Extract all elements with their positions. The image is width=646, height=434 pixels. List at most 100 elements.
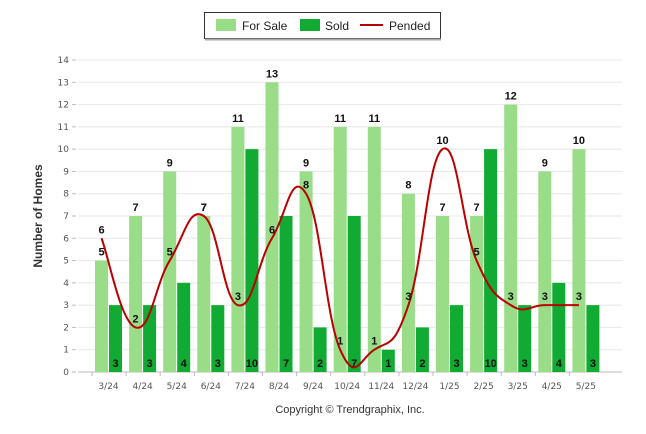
y-tick-label: 1 <box>63 346 69 356</box>
data-label-for-sale: 5 <box>98 247 104 259</box>
data-label-for-sale: 12 <box>505 91 517 103</box>
bar-for-sale <box>401 193 415 372</box>
x-tick-label: 8/24 <box>269 382 289 392</box>
data-label-pended: 6 <box>98 224 104 236</box>
legend-label-sold: Sold <box>325 19 349 33</box>
data-label-sold: 3 <box>453 358 459 370</box>
x-tick-label: 4/24 <box>132 382 152 392</box>
y-axis-title: Number of Homes <box>31 164 45 268</box>
data-label-for-sale: 9 <box>542 157 548 169</box>
copyright-text: Copyright © Trendgraphix, Inc. <box>275 404 424 416</box>
y-tick-label: 4 <box>63 279 69 289</box>
bars <box>95 82 600 373</box>
legend-box <box>204 12 441 39</box>
legend-label-pended: Pended <box>389 19 430 33</box>
data-label-for-sale: 7 <box>201 202 207 214</box>
pended-line-group <box>100 147 579 369</box>
y-tick-label: 9 <box>63 167 69 177</box>
legend-swatch-sold <box>300 19 320 31</box>
x-tick-label: 1/25 <box>439 382 459 392</box>
bar-for-sale <box>163 171 177 372</box>
data-label-sold: 7 <box>351 358 357 370</box>
x-tick-label: 4/25 <box>542 382 562 392</box>
bar-for-sale <box>231 126 245 372</box>
bar-sold <box>484 149 498 372</box>
data-label-for-sale: 7 <box>474 202 480 214</box>
x-tick-label: 9/24 <box>303 382 323 392</box>
data-label-sold: 4 <box>181 358 188 370</box>
legend-label-for-sale: For Sale <box>242 19 288 33</box>
data-label-pended: 2 <box>133 313 139 325</box>
x-tick-label: 5/24 <box>167 382 187 392</box>
x-tick-label: 5/25 <box>576 382 596 392</box>
data-label-sold: 3 <box>215 358 221 370</box>
data-label-pended: 1 <box>337 336 343 348</box>
bar-sold <box>347 216 361 372</box>
x-tick-label: 10/24 <box>334 382 360 392</box>
bar-sold <box>586 305 600 372</box>
bar-for-sale <box>572 149 586 372</box>
data-label-sold: 3 <box>590 358 596 370</box>
x-tick-label: 3/24 <box>98 382 118 392</box>
bar-for-sale <box>265 82 279 373</box>
data-label-pended: 3 <box>576 291 582 303</box>
bar-sold <box>313 327 327 372</box>
bar-sold <box>415 327 429 372</box>
y-tick-label: 10 <box>58 145 70 155</box>
y-tick-label: 7 <box>63 212 69 222</box>
bar-sold <box>518 305 532 372</box>
pended-line <box>100 147 579 369</box>
y-tick-label: 3 <box>63 301 69 311</box>
bar-sold <box>245 149 259 372</box>
bar-for-sale <box>197 216 211 372</box>
data-label-sold: 10 <box>246 358 258 370</box>
bar-for-sale <box>538 171 552 372</box>
data-labels: 5373947311101379211711182737101239410362… <box>98 68 596 370</box>
data-label-sold: 2 <box>419 358 425 370</box>
bar-for-sale <box>504 104 518 373</box>
bar-sold <box>211 305 225 372</box>
y-tick-label: 14 <box>58 56 70 66</box>
y-tick-label: 13 <box>58 78 69 88</box>
data-label-sold: 3 <box>112 358 118 370</box>
y-tick-label: 11 <box>58 123 69 133</box>
x-tick-label: 2/25 <box>473 382 493 392</box>
bar-sold <box>381 349 395 372</box>
data-label-for-sale: 9 <box>167 157 173 169</box>
bar-for-sale <box>129 216 143 372</box>
bar-for-sale <box>299 171 313 372</box>
x-tick-label: 6/24 <box>201 382 221 392</box>
data-label-sold: 4 <box>556 358 563 370</box>
y-tick-label: 12 <box>58 101 69 111</box>
x-tick-labels: 3/24 4/24 5/24 6/24 7/24 8/24 9/24 10/24 11/24 12… <box>91 372 596 392</box>
y-tick-label: 5 <box>63 257 69 267</box>
data-label-for-sale: 11 <box>368 113 380 125</box>
data-label-pended: 3 <box>235 291 241 303</box>
data-label-pended: 10 <box>436 135 448 147</box>
data-label-sold: 10 <box>484 358 496 370</box>
data-label-pended: 3 <box>542 291 548 303</box>
legend-swatch-for-sale <box>216 19 236 31</box>
data-label-pended: 3 <box>508 291 514 303</box>
x-tick-label: 7/24 <box>235 382 255 392</box>
y-tick-label: 8 <box>63 190 69 200</box>
data-label-pended: 7 <box>201 202 207 214</box>
bar-sold <box>177 282 191 372</box>
bar-for-sale <box>470 216 484 372</box>
data-label-for-sale: 10 <box>573 135 585 147</box>
bar-sold <box>109 305 122 372</box>
data-label-pended: 5 <box>167 247 173 259</box>
y-tick-label: 0 <box>63 368 69 378</box>
legend: For Sale Sold Pended <box>204 12 441 41</box>
data-label-pended: 8 <box>303 180 309 192</box>
data-label-for-sale: 9 <box>303 157 309 169</box>
data-label-for-sale: 7 <box>439 202 445 214</box>
data-label-sold: 1 <box>385 358 391 370</box>
bar-for-sale <box>436 216 449 372</box>
bar-sold <box>450 305 463 372</box>
bar-for-sale <box>333 126 347 372</box>
bar-sold <box>279 216 293 372</box>
data-label-pended: 3 <box>405 291 411 303</box>
data-label-sold: 3 <box>147 358 153 370</box>
